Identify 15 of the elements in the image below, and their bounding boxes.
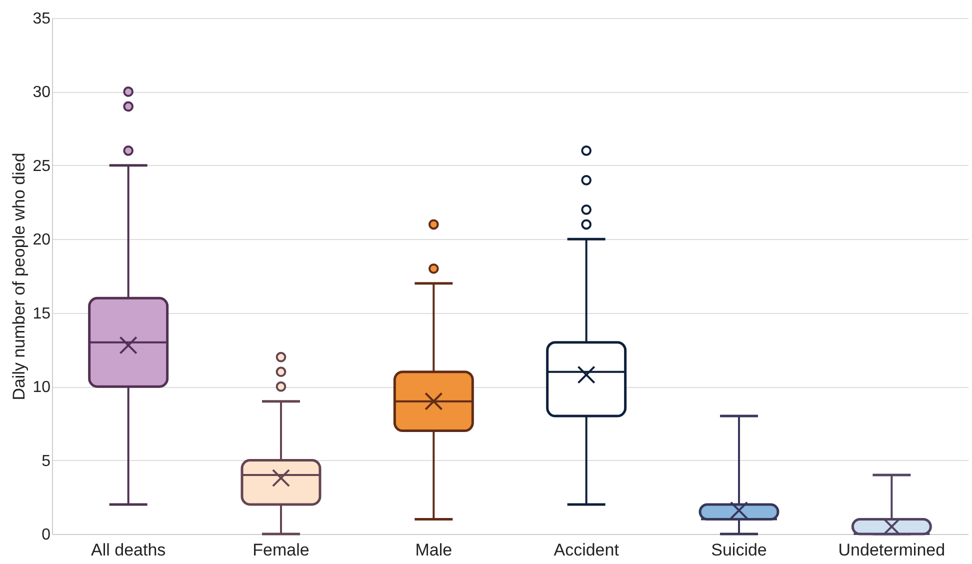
y-tick-label: 25 <box>32 158 51 175</box>
x-tick-label: Male <box>415 540 452 560</box>
x-tick-label: Female <box>252 540 310 560</box>
y-tick-label: 5 <box>42 452 51 470</box>
x-tick-label: Suicide <box>711 540 767 560</box>
x-tick-label: All deaths <box>90 540 166 560</box>
y-tick-label: 10 <box>32 379 51 396</box>
x-tick-label: Undetermined <box>838 540 946 560</box>
x-tick-label: Accident <box>554 540 620 560</box>
y-tick-label: 20 <box>32 232 51 249</box>
y-tick-label: 15 <box>32 305 51 322</box>
y-tick-label: 35 <box>32 10 51 28</box>
y-tick-label: 0 <box>42 526 51 544</box>
y-tick-label: 30 <box>32 84 51 102</box>
y-axis-title: Daily number of people who died <box>10 152 29 400</box>
